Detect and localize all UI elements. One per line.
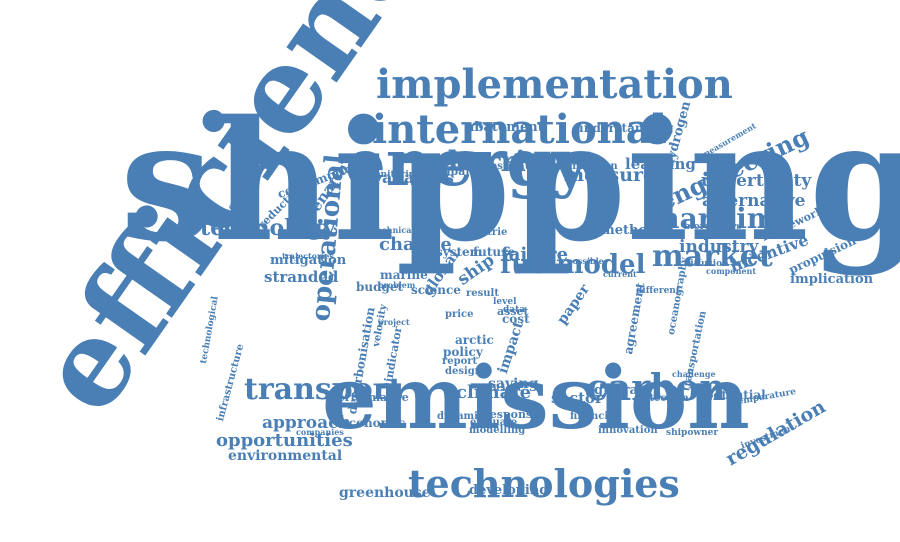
cloud-word-monitoring: monitoring [365,169,422,180]
cloud-word-arctic: arctic [455,332,494,347]
cloud-word-technologies: technologies [408,461,680,507]
cloud-word-response: response [484,408,540,422]
cloud-word-infrastructure: infrastructure [215,343,247,423]
cloud-word-different: different [636,285,680,296]
cloud-word-opportunities: opportunities [216,429,353,451]
cloud-word-paper: paper [554,281,594,328]
cloud-word-analysis: analysis [382,167,454,187]
cloud-word-fuel: fuel [500,249,557,280]
cloud-word-performance: performance [330,391,409,405]
cloud-word-system: system [436,244,483,259]
cloud-word-efficient: efficient [480,383,522,394]
cloud-word-design: design [445,366,483,378]
cloud-word-detection: detection [636,393,689,405]
cloud-word-marine: marine [380,267,428,282]
cloud-word-mitigation: mitigation [270,252,347,268]
cloud-word-maximisation: maximisation [542,161,618,173]
cloud-word-energy: energy [345,126,589,202]
cloud-word-shipowner: shipowner [666,427,719,438]
cloud-word-possible: possible [567,255,604,266]
cloud-word-measure: measure [564,164,656,187]
cloud-word-barrier: barrier [448,145,559,179]
cloud-word-investigating: investigating [474,161,548,173]
cloud-word-learning: learning [625,155,696,174]
cloud-word-current: current [603,268,637,279]
cloud-word-approach: approach [262,412,351,433]
cloud-word-change: change [379,233,452,255]
cloud-word-trajectories: trajectories [282,250,334,261]
cloud-word-policy: policy [443,344,483,359]
cloud-word-saving: saving [488,376,539,393]
cloud-word-environmental: environmental [228,448,343,465]
cloud-word-price: price [445,309,474,321]
cloud-word-shipping: shipping [120,84,900,279]
cloud-word-component: component [706,265,757,276]
cloud-word-industry: industry [679,236,759,257]
cloud-word-dynamic: dynamic [437,411,485,423]
cloud-word-abatement: abatement [466,119,544,135]
cloud-word-diffusion: diffusion [684,258,729,269]
cloud-word-implementation: implementation [376,60,733,108]
cloud-word-result: result [466,288,499,300]
cloud-word-project: project [378,316,410,327]
cloud-word-level: level [493,296,517,307]
cloud-word-carbon: carbon [586,366,726,409]
cloud-word-future: future [473,244,516,259]
cloud-word-science: science [411,282,461,297]
cloud-word-transport: transport [244,371,403,407]
cloud-word-data: data [503,304,526,315]
cloud-word-report: report [442,356,478,368]
cloud-word-cost: cost [502,311,530,326]
cloud-word-challenge: challenge [672,368,716,379]
cloud-word-innovation: innovation [598,425,658,437]
cloud-word-climate: climate [456,381,532,403]
cloud-word-understanding: understanding [575,120,674,135]
cloud-word-international: international [372,105,667,153]
cloud-word-alternative: alternative [702,190,806,211]
cloud-word-evaluate: evaluate [470,417,518,429]
cloud-word-technology: technology [200,214,336,241]
cloud-word-stranded: stranded [264,268,339,287]
cloud-word-greenhouse: greenhouse [339,485,431,502]
cloud-word-principal: principal [414,165,470,179]
cloud-word-emission: emission [322,347,750,449]
cloud-word-developing: developing [469,482,549,498]
cloud-word-glotram: glotram [594,382,652,398]
cloud-word-model: model [556,249,646,280]
cloud-word-potential: potential [705,387,766,402]
cloud-word-maritime: maritime [650,202,795,236]
cloud-word-sector: sector [551,389,603,408]
cloud-word-countrie: countrie [460,227,508,239]
cloud-word-financial: financial [570,411,619,423]
cloud-word-uncertainty: uncertainty [701,170,812,191]
cloud-word-asset: asset [497,305,529,319]
cloud-word-failure: failure [501,243,569,265]
cloud-word-implication: implication [790,271,874,287]
cloud-word-economic: economic [341,415,406,430]
cloud-word-technical: technical [373,224,415,235]
cloud-word-method: method [601,222,657,238]
cloud-word-budget: budget [356,279,404,294]
cloud-word-problem: problem [378,279,416,290]
cloud-word-market: market [652,238,773,274]
cloud-word-modelling: modelling [469,425,526,437]
cloud-word-companies: companies [296,426,344,437]
cloud-word-bioreactors: bioreactors [684,221,742,232]
